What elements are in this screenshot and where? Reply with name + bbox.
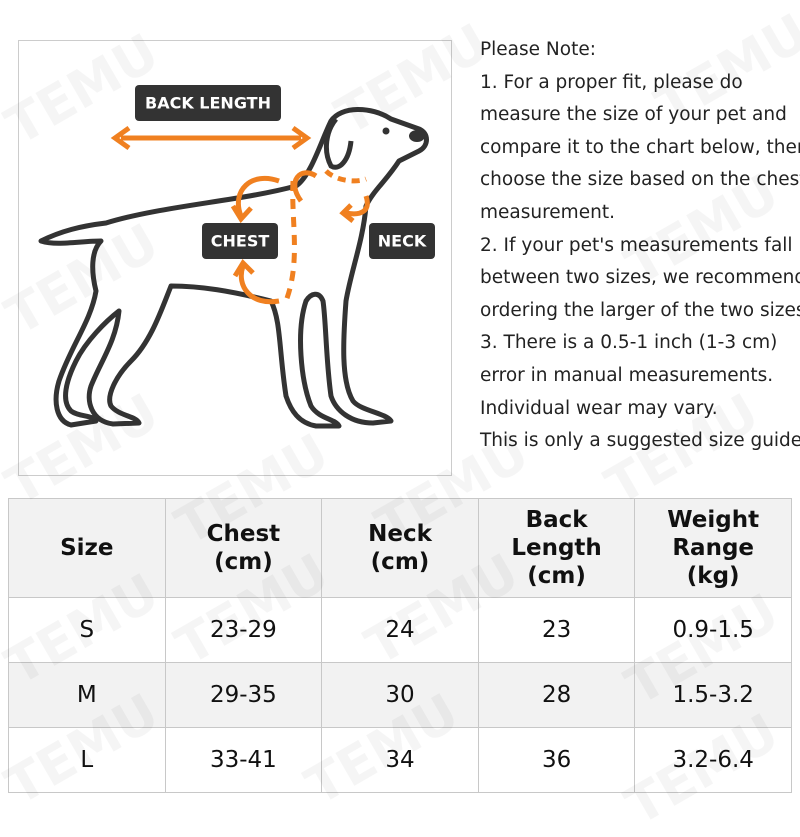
table-cell: 30 xyxy=(321,662,479,728)
table-row: S 23-29 24 23 0.9-1.5 xyxy=(8,597,792,663)
label-chest: CHEST xyxy=(211,232,270,251)
chest-dashed xyxy=(283,180,297,302)
note-line: measure the size of your pet and xyxy=(480,104,787,126)
label-neck: NECK xyxy=(378,232,427,251)
header-cell: Neck (cm) xyxy=(321,498,479,598)
note-title: Please Note: xyxy=(480,39,596,60)
header-cell: Back Length (cm) xyxy=(477,498,636,598)
note-line: compare it to the chart below, then xyxy=(480,136,800,158)
chest-head-bottom xyxy=(232,258,255,278)
label-box xyxy=(135,85,281,121)
note-line: 1. For a proper fit, please do xyxy=(480,71,743,93)
table-row: M 29-35 30 28 1.5-3.2 xyxy=(8,662,792,728)
note-line: choose the size based on the chest xyxy=(480,169,800,191)
dog-diagram: BACK LENGTH CHEST NECK xyxy=(18,40,452,476)
table-cell: L xyxy=(8,727,166,793)
table-cell: 33-41 xyxy=(164,727,323,793)
chest-arrow-top xyxy=(235,175,280,217)
table-cell: 23-29 xyxy=(164,597,323,663)
label-box xyxy=(202,223,278,259)
header-cell: Weight Range (kg) xyxy=(634,498,792,598)
note-line: 2. If your pet's measurements fall xyxy=(480,234,793,256)
neck-arrow-right xyxy=(345,195,370,217)
table-cell: 23 xyxy=(477,597,636,663)
chest-head-top xyxy=(230,204,253,224)
table-cell: 34 xyxy=(321,727,479,793)
dog-outline xyxy=(38,107,429,429)
note-line: error in manual measurements. xyxy=(480,364,774,386)
size-table: Size Chest (cm) Neck (cm) Back Length (cm) W… xyxy=(8,498,792,793)
measure-arrows xyxy=(110,125,370,305)
note: Please Note: 1. For a proper fit, please … xyxy=(480,34,800,458)
note-line: Individual wear may vary. xyxy=(480,397,718,419)
table-cell: 24 xyxy=(321,597,479,663)
label-back-length: BACK LENGTH xyxy=(145,94,271,113)
neck-head xyxy=(339,203,355,223)
label-box xyxy=(369,223,435,259)
neck-arrow-left xyxy=(292,170,318,203)
table-cell: 36 xyxy=(477,727,636,793)
table-cell: 0.9-1.5 xyxy=(634,597,792,663)
note-line: ordering the larger of the two sizes. xyxy=(480,299,800,321)
dog-nose xyxy=(409,130,425,142)
header-row: Size Chest (cm) Neck (cm) Back Length (cm) W… xyxy=(8,498,792,598)
neck-dashed xyxy=(324,169,367,184)
note-line: measurement. xyxy=(480,201,615,223)
table-cell: 29-35 xyxy=(164,662,323,728)
header-cell: Chest (cm) xyxy=(164,498,323,598)
back-arrow-heads xyxy=(110,125,312,151)
dog-eye xyxy=(382,127,390,135)
table-cell: M xyxy=(8,662,166,728)
header-cell: Size xyxy=(8,498,166,598)
note-line: 3. There is a 0.5-1 inch (1-3 cm) xyxy=(480,332,778,354)
note-line: This is only a suggested size guide. xyxy=(480,430,800,452)
dog-ear xyxy=(323,117,354,170)
note-line: between two sizes, we recommend xyxy=(480,267,800,289)
table-cell: 1.5-3.2 xyxy=(634,662,792,728)
table-cell: 28 xyxy=(477,662,636,728)
table-cell: 3.2-6.4 xyxy=(634,727,792,793)
table-cell: S xyxy=(8,597,166,663)
table-row: L 33-41 34 36 3.2-6.4 xyxy=(8,727,792,793)
chest-arrow-bottom xyxy=(238,265,280,305)
